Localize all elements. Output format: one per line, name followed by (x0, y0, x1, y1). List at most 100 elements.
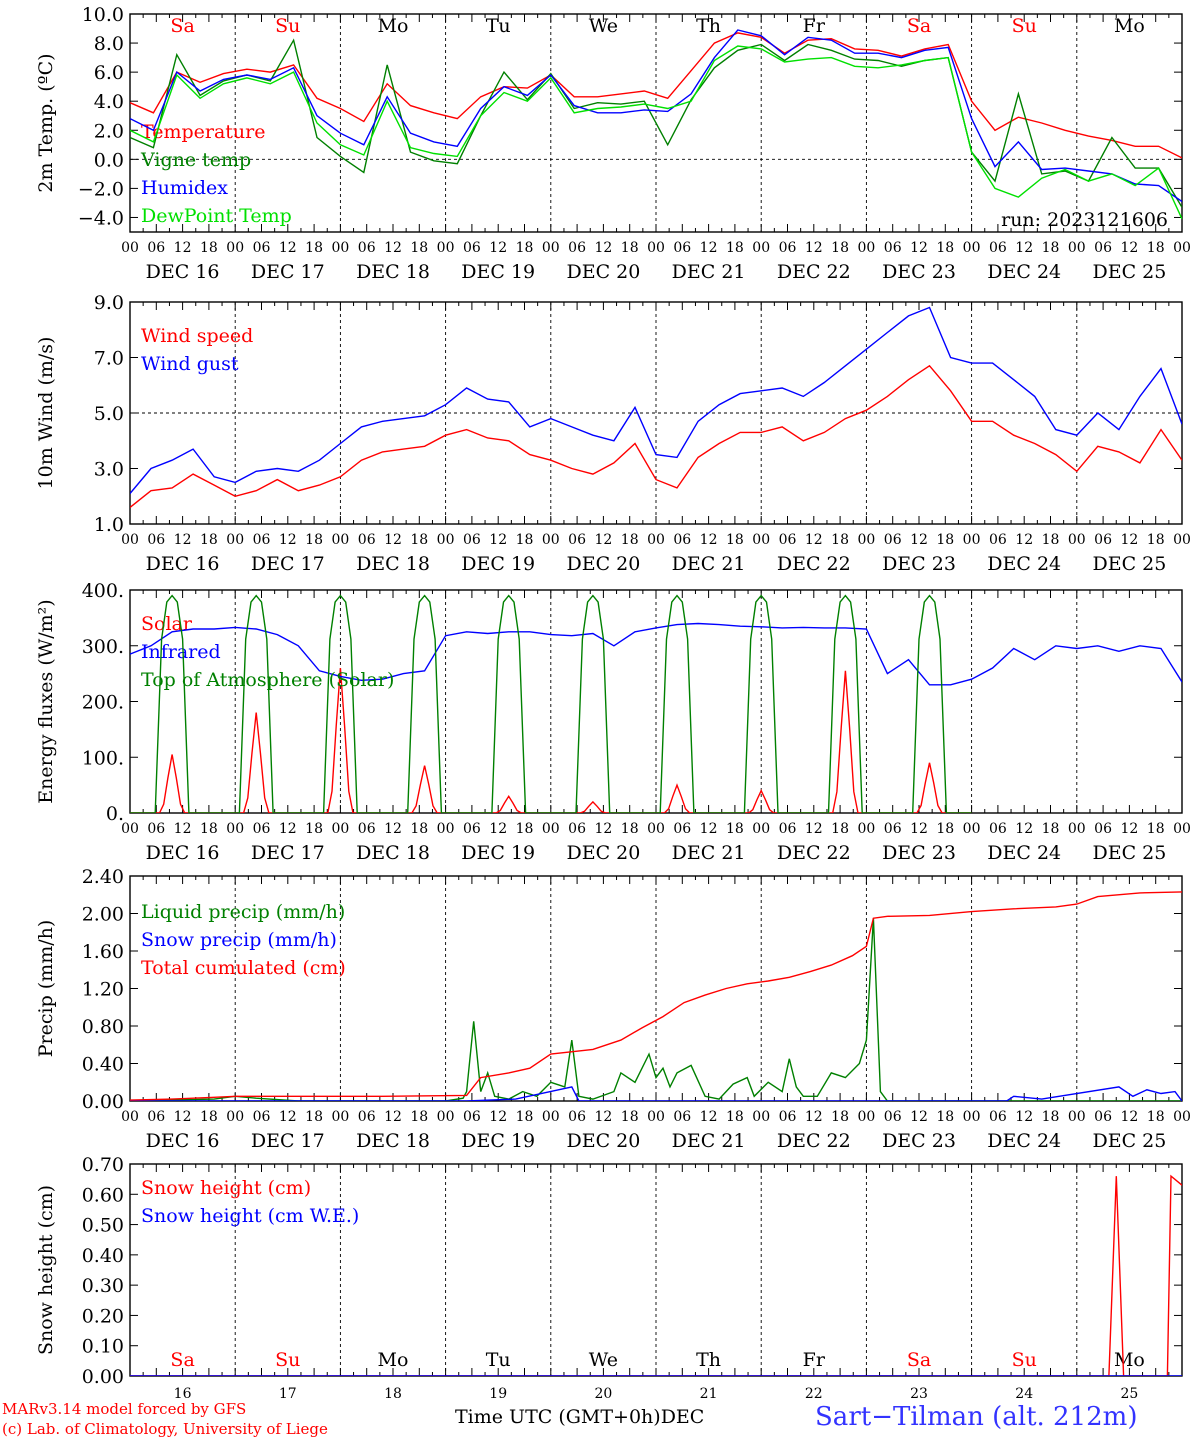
series-line-temperature (130, 32, 1182, 159)
series-line-wind-speed (130, 364, 1182, 508)
y-tick-label: 8.0 (94, 33, 124, 55)
legend-entry: Wind speed (141, 325, 253, 347)
x-hour-label: 00 (542, 1109, 560, 1125)
x-hour-label: 06 (568, 240, 586, 256)
x-hour-label: 18 (200, 1109, 218, 1125)
x-hour-label: 18 (1042, 532, 1060, 548)
x-hour-label: 12 (700, 240, 718, 256)
y-tick-label: 2.0 (94, 120, 124, 142)
y-axis-label: 2m Temp. (ºC) (35, 53, 57, 192)
x-hour-label: 12 (174, 821, 192, 837)
day-name-label: Sa (907, 1349, 931, 1371)
y-tick-label: 0.40 (82, 1054, 124, 1076)
x-hour-label: 12 (910, 1109, 928, 1125)
x-hour-label: 12 (594, 821, 612, 837)
x-hour-label: 00 (1173, 821, 1191, 837)
x-hour-label: 00 (1173, 1109, 1191, 1125)
x-hour-label: 12 (1120, 1109, 1138, 1125)
y-tick-label: 0.00 (82, 1091, 124, 1113)
x-hour-label: 00 (963, 240, 981, 256)
day-name-label: Su (1012, 15, 1037, 37)
legend-entry: Top of Atmosphere (Solar) (141, 669, 394, 691)
legend-entry: Snow precip (mm/h) (141, 929, 337, 951)
y-tick-label: −4.0 (78, 207, 124, 229)
x-hour-label: 18 (305, 532, 323, 548)
x-hour-label: 00 (857, 532, 875, 548)
legend-entry: Snow height (cm W.E.) (141, 1205, 359, 1227)
x-date-label: DEC 16 (146, 261, 220, 283)
legend-entry: Snow height (cm) (141, 1177, 311, 1199)
x-hour-label: 18 (200, 821, 218, 837)
x-hour-label: 12 (594, 532, 612, 548)
x-date-label: DEC 24 (987, 842, 1061, 864)
x-hour-label: 18 (1147, 240, 1165, 256)
x-day-number: 20 (594, 1386, 612, 1402)
x-date-label: DEC 19 (461, 1130, 535, 1152)
x-date-label: DEC 19 (461, 842, 535, 864)
x-hour-label: 18 (305, 821, 323, 837)
x-hour-label: 12 (700, 532, 718, 548)
x-date-label: DEC 22 (777, 842, 851, 864)
day-name-label: Sa (170, 15, 194, 37)
x-hour-label: 00 (226, 821, 244, 837)
x-hour-label: 00 (1068, 532, 1086, 548)
x-hour-label: 18 (726, 240, 744, 256)
x-hour-label: 00 (647, 532, 665, 548)
x-date-label: DEC 16 (146, 1130, 220, 1152)
y-tick-label: −2.0 (78, 178, 124, 200)
x-hour-label: 12 (174, 1109, 192, 1125)
lab-credit: (c) Lab. of Climatology, University of L… (2, 1420, 328, 1438)
series-line-liquid-precip-mm-h- (130, 918, 1182, 1101)
day-name-label: Th (696, 15, 721, 37)
x-hour-label: 06 (1094, 1109, 1112, 1125)
x-hour-label: 12 (1015, 240, 1033, 256)
day-name-label: We (589, 1349, 618, 1371)
x-date-label: DEC 18 (356, 1130, 430, 1152)
y-tick-label: 1.20 (82, 979, 124, 1001)
x-hour-label: 00 (226, 1109, 244, 1125)
x-hour-label: 06 (358, 1109, 376, 1125)
x-day-number: 23 (910, 1386, 928, 1402)
x-hour-label: 06 (989, 240, 1007, 256)
x-hour-label: 18 (1042, 1109, 1060, 1125)
legend-entry: Wind gust (141, 353, 239, 375)
series-line-solar (130, 667, 972, 813)
x-hour-label: 06 (884, 532, 902, 548)
x-hour-label: 18 (936, 1109, 954, 1125)
x-hour-label: 18 (516, 821, 534, 837)
y-axis-label: Precip (mm/h) (35, 920, 57, 1058)
series-line-dewpoint-temp (130, 45, 1182, 220)
x-date-label: DEC 25 (1092, 553, 1166, 575)
series-line-snow-height-cm- (130, 1174, 1182, 1376)
y-tick-label: 100. (82, 747, 124, 769)
x-hour-label: 18 (831, 532, 849, 548)
panel-frame (129, 589, 1183, 814)
x-date-label: DEC 22 (777, 1130, 851, 1152)
x-date-label: DEC 18 (356, 842, 430, 864)
x-hour-label: 12 (279, 240, 297, 256)
x-date-label: DEC 22 (777, 553, 851, 575)
x-hour-label: 00 (1173, 532, 1191, 548)
x-hour-label: 18 (936, 532, 954, 548)
x-date-label: DEC 16 (146, 842, 220, 864)
x-hour-label: 12 (279, 1109, 297, 1125)
x-hour-label: 12 (384, 821, 402, 837)
x-hour-label: 06 (1094, 532, 1112, 548)
x-hour-label: 06 (779, 1109, 797, 1125)
y-tick-label: 0.00 (82, 1366, 124, 1388)
x-hour-label: 00 (857, 1109, 875, 1125)
day-name-label: Sa (170, 1349, 194, 1371)
x-date-label: DEC 19 (461, 553, 535, 575)
series-line-total-cumulated-cm- (130, 891, 1182, 1101)
x-date-label: DEC 18 (356, 553, 430, 575)
x-day-number: 21 (700, 1386, 718, 1402)
x-hour-label: 06 (779, 532, 797, 548)
x-date-label: DEC 19 (461, 261, 535, 283)
y-tick-label: 0.50 (82, 1215, 124, 1237)
x-hour-label: 12 (910, 240, 928, 256)
x-hour-label: 18 (516, 1109, 534, 1125)
x-hour-label: 18 (621, 532, 639, 548)
x-hour-label: 00 (1173, 240, 1191, 256)
x-hour-label: 12 (805, 1109, 823, 1125)
